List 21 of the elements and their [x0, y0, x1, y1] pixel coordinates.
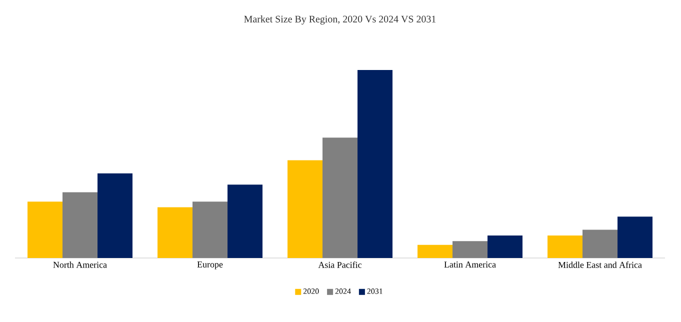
bar: [98, 173, 132, 258]
bar: [548, 235, 583, 258]
bar: [28, 202, 62, 258]
bar: [618, 216, 653, 258]
x-tick-label: Europe: [197, 262, 223, 270]
bar: [228, 184, 263, 258]
bar: [418, 244, 453, 258]
bar: [322, 138, 358, 258]
bar: [488, 235, 523, 258]
x-tick-label: Middle East and Africa: [558, 262, 642, 268]
chart-title: Market Size By Region, 2020 Vs 2024 VS 2031: [244, 15, 436, 25]
bar: [158, 207, 192, 258]
x-tick-label: Asia Pacific: [318, 262, 362, 268]
bar: [582, 230, 618, 258]
bar: [358, 70, 393, 258]
bar: [288, 160, 323, 258]
bar: [62, 192, 98, 258]
bar: [452, 241, 488, 258]
x-tick-label: Latin America: [444, 262, 496, 268]
x-tick-label: North America: [53, 262, 107, 268]
bar: [192, 202, 228, 258]
